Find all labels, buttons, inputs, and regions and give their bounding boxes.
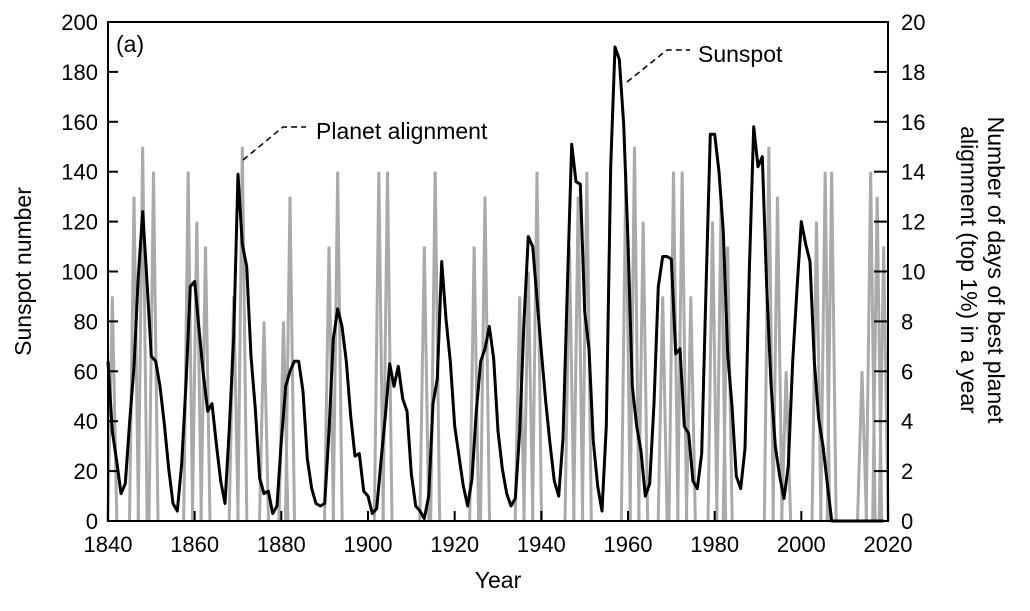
left-tick-label-60: 60 xyxy=(74,359,98,384)
left-tick-label-180: 180 xyxy=(61,60,98,85)
alignment-spike-41 xyxy=(825,171,838,522)
left-y-axis-title: Sunspot number xyxy=(10,187,36,356)
right-tick-label-6: 6 xyxy=(901,359,913,384)
x-tick-label-2000: 2000 xyxy=(777,532,826,557)
right-tick-label-12: 12 xyxy=(901,210,925,235)
alignment-spike-29 xyxy=(656,296,669,522)
annotation-label-1: Sunspot xyxy=(698,41,783,67)
x-axis-title: Year xyxy=(475,567,522,593)
right-tick-label-10: 10 xyxy=(901,260,925,285)
alignment-spike-32 xyxy=(684,296,697,522)
alignment-spike-30 xyxy=(667,171,680,522)
right-tick-label-8: 8 xyxy=(901,309,913,334)
alignment-spike-27 xyxy=(628,146,641,522)
sunspot-line xyxy=(106,45,884,523)
alignment-spike-45 xyxy=(877,246,890,522)
right-y-axis-title-line-1: Number of days of best planet xyxy=(983,117,1009,424)
alignment-spike-35 xyxy=(721,246,734,522)
x-tick-label-1940: 1940 xyxy=(517,532,566,557)
planet-alignment-series xyxy=(106,146,890,522)
left-tick-label-140: 140 xyxy=(61,160,98,185)
x-tick-label-1980: 1980 xyxy=(690,532,739,557)
x-tick-label-1960: 1960 xyxy=(604,532,653,557)
x-tick-label-1900: 1900 xyxy=(344,532,393,557)
alignment-spike-18 xyxy=(468,246,481,522)
x-tick-label-1880: 1880 xyxy=(257,532,306,557)
alignment-spike-31 xyxy=(676,171,689,522)
alignment-spike-25 xyxy=(580,171,593,522)
alignment-spike-26 xyxy=(619,171,632,522)
alignment-spike-2 xyxy=(136,146,149,522)
alignment-spike-3 xyxy=(147,171,160,522)
left-tick-label-20: 20 xyxy=(74,459,98,484)
alignment-spike-33 xyxy=(706,221,719,522)
alignment-spike-15 xyxy=(381,171,394,522)
alignment-spike-14 xyxy=(372,171,385,522)
alignment-spike-11 xyxy=(284,196,296,522)
panel-label: (a) xyxy=(116,31,144,57)
x-tick-label-1920: 1920 xyxy=(430,532,479,557)
right-y-axis-title-line-2: alignment (top 1%) in a year xyxy=(956,126,982,414)
alignment-spike-24 xyxy=(572,196,585,522)
alignment-spike-13 xyxy=(331,171,344,522)
right-tick-label-0: 0 xyxy=(901,509,913,534)
alignment-spike-12 xyxy=(323,246,335,522)
alignment-spike-5 xyxy=(190,221,203,522)
right-tick-label-16: 16 xyxy=(901,110,925,135)
x-axis-ticks: 1840 1860 1880 1900 1920 1940 1960 1980 2000 2020 xyxy=(84,511,913,557)
annotation-leader-1 xyxy=(626,49,690,83)
alignment-spike-21 xyxy=(522,271,535,522)
annotations: Planet alignment Sunspot xyxy=(242,41,783,161)
left-tick-label-120: 120 xyxy=(61,210,98,235)
alignment-spike-9 xyxy=(258,321,270,522)
right-tick-label-20: 20 xyxy=(901,10,925,35)
sunspot-series xyxy=(106,45,884,523)
annotation-label-0: Planet alignment xyxy=(316,118,488,144)
left-tick-label-200: 200 xyxy=(61,10,98,35)
left-tick-label-80: 80 xyxy=(74,309,98,334)
left-tick-label-40: 40 xyxy=(74,409,98,434)
right-y-axis-ticks: 0 2 4 6 8 10 12 14 16 18 20 xyxy=(874,10,925,534)
right-tick-label-18: 18 xyxy=(901,60,925,85)
right-tick-label-2: 2 xyxy=(901,459,913,484)
alignment-spike-22 xyxy=(531,171,543,522)
x-tick-label-2020: 2020 xyxy=(864,532,913,557)
alignment-spike-42 xyxy=(856,371,868,522)
left-y-axis-ticks: 0 20 40 60 80 100 120 140 160 180 200 xyxy=(61,10,118,534)
left-tick-label-160: 160 xyxy=(61,110,98,135)
x-tick-label-1860: 1860 xyxy=(170,532,219,557)
left-tick-label-100: 100 xyxy=(61,260,98,285)
alignment-spike-38 xyxy=(780,371,793,522)
right-tick-label-4: 4 xyxy=(901,409,913,434)
alignment-spike-19 xyxy=(479,196,491,522)
alignment-spike-6 xyxy=(199,246,212,522)
alignment-spike-20 xyxy=(513,296,526,522)
annotation-leader-0 xyxy=(242,126,306,161)
alignment-spike-28 xyxy=(637,221,650,522)
left-tick-label-0: 0 xyxy=(86,509,98,534)
alignment-spike-16 xyxy=(418,246,431,522)
x-tick-label-1840: 1840 xyxy=(84,532,133,557)
right-tick-label-14: 14 xyxy=(901,160,925,185)
alignment-spike-8 xyxy=(236,146,249,522)
